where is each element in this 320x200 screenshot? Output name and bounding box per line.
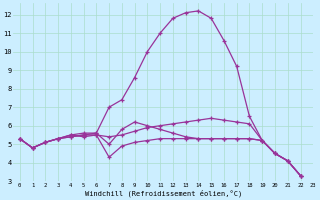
- X-axis label: Windchill (Refroidissement éolien,°C): Windchill (Refroidissement éolien,°C): [85, 189, 242, 197]
